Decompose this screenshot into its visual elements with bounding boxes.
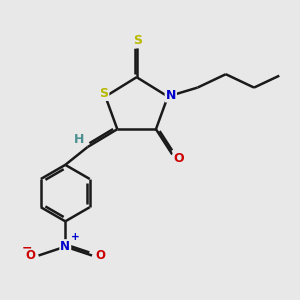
Text: O: O (95, 249, 105, 262)
Text: O: O (173, 152, 184, 164)
Text: O: O (25, 249, 35, 262)
Text: −: − (22, 241, 33, 254)
Text: H: H (74, 133, 84, 146)
Text: S: S (99, 87, 108, 100)
Text: N: N (166, 88, 176, 101)
Text: +: + (70, 232, 80, 242)
Text: S: S (134, 34, 142, 47)
Text: N: N (60, 240, 70, 253)
